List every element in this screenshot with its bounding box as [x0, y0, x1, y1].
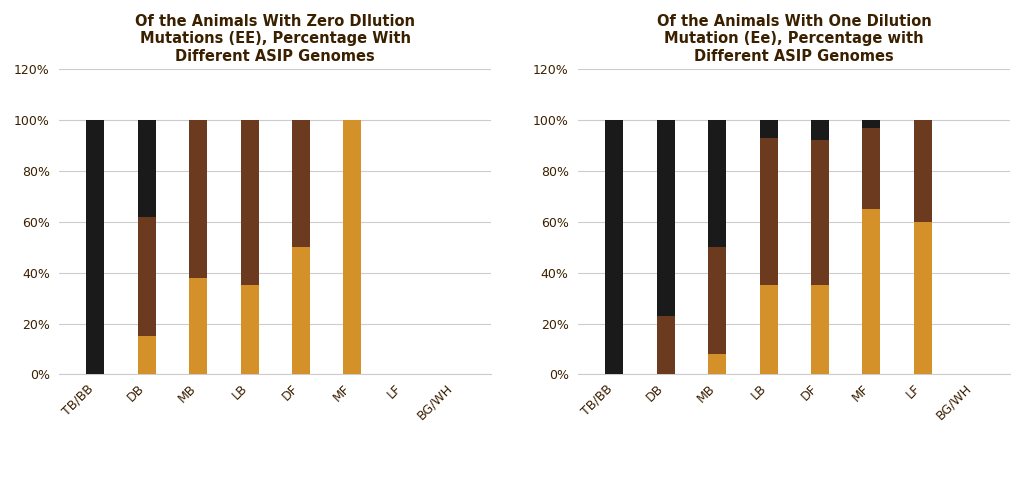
Bar [189, 278, 207, 374]
Bar [86, 120, 104, 374]
Bar [709, 354, 726, 374]
Bar [760, 138, 777, 285]
Bar [605, 120, 624, 374]
Bar [138, 336, 156, 374]
Bar [709, 120, 726, 247]
Bar [241, 285, 259, 374]
Bar [913, 222, 932, 374]
Bar [241, 120, 259, 285]
Bar [138, 120, 156, 216]
Bar [709, 247, 726, 354]
Bar [292, 120, 310, 247]
Bar [760, 120, 777, 138]
Bar [862, 209, 881, 374]
Bar [862, 128, 881, 209]
Bar [343, 120, 361, 374]
Bar [656, 120, 675, 316]
Bar [760, 285, 777, 374]
Title: Of the Animals With Zero DIlution
Mutations (EE), Percentage With
Different ASIP: Of the Animals With Zero DIlution Mutati… [135, 14, 416, 64]
Bar [292, 247, 310, 374]
Bar [811, 120, 829, 140]
Bar [913, 120, 932, 222]
Bar [656, 316, 675, 374]
Bar [189, 120, 207, 278]
Bar [138, 216, 156, 336]
Title: Of the Animals With One Dilution
Mutation (Ee), Percentage with
Different ASIP G: Of the Animals With One Dilution Mutatio… [656, 14, 932, 64]
Bar [811, 285, 829, 374]
Bar [811, 140, 829, 285]
Bar [862, 120, 881, 128]
